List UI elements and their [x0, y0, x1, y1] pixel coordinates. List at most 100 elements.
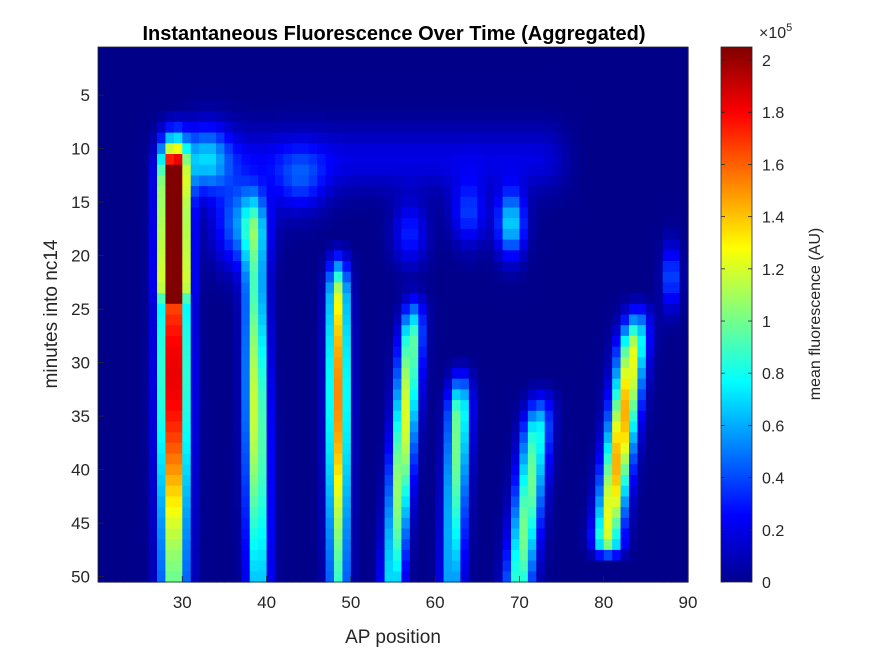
heatmap-cell [468, 100, 478, 112]
heatmap-cell [114, 410, 124, 423]
heatmap-cell [511, 154, 521, 166]
heatmap-cell [384, 196, 394, 209]
heatmap-cell [114, 68, 124, 80]
heatmap-cell [460, 261, 470, 273]
heatmap-cell [519, 357, 529, 369]
heatmap-cell [586, 239, 596, 251]
heatmap-cell [308, 250, 318, 262]
heatmap-cell [131, 121, 141, 134]
heatmap-cell [502, 357, 512, 369]
heatmap-cell [671, 228, 681, 241]
heatmap-cell [123, 47, 133, 59]
heatmap-cell [443, 68, 453, 80]
heatmap-cell [384, 218, 394, 230]
heatmap-cell [426, 453, 436, 465]
heatmap-cell [477, 442, 487, 455]
heatmap-cell [300, 475, 310, 487]
heatmap-cell [435, 389, 445, 401]
heatmap-cell [519, 293, 529, 305]
heatmap-cell [553, 154, 563, 166]
heatmap-cell [283, 196, 293, 209]
heatmap-cell [586, 442, 596, 455]
heatmap-cell [157, 239, 167, 251]
heatmap-cell [131, 303, 141, 316]
heatmap-cell [494, 132, 504, 144]
heatmap-cell [468, 261, 478, 273]
heatmap-cell [477, 186, 487, 198]
heatmap-cell [376, 335, 386, 348]
heatmap-cell [350, 196, 360, 209]
heatmap-cell [232, 132, 242, 144]
heatmap-cell [519, 410, 529, 423]
heatmap-cell [359, 218, 369, 230]
heatmap-cell [140, 303, 150, 316]
heatmap-cell [123, 154, 133, 166]
heatmap-cell [157, 175, 167, 187]
heatmap-cell [544, 400, 554, 412]
heatmap-cell [494, 111, 504, 123]
heatmap-cell [477, 325, 487, 337]
heatmap-cell [106, 400, 116, 412]
heatmap-cell [435, 357, 445, 369]
heatmap-cell [620, 571, 630, 583]
heatmap-cell [232, 47, 242, 59]
heatmap-cell [325, 175, 335, 187]
heatmap-cell [570, 228, 580, 241]
heatmap-cell [216, 432, 226, 444]
heatmap-cell [190, 517, 200, 530]
heatmap-cell [106, 100, 116, 112]
heatmap-cell [317, 271, 327, 283]
heatmap-cell [98, 121, 108, 134]
heatmap-cell [376, 89, 386, 102]
heatmap-cell [409, 442, 419, 455]
heatmap-cell [519, 549, 529, 562]
heatmap-cell [645, 432, 655, 444]
heatmap-cell [342, 389, 352, 401]
heatmap-cell [266, 132, 276, 144]
heatmap-cell [502, 410, 512, 423]
heatmap-cell [342, 68, 352, 80]
heatmap-cell [485, 485, 495, 497]
heatmap-cell [367, 207, 377, 219]
heatmap-cell [409, 218, 419, 230]
heatmap-cell [131, 357, 141, 369]
heatmap-cell [612, 378, 622, 390]
heatmap-cell [679, 517, 689, 530]
heatmap-cell [645, 100, 655, 112]
heatmap-cell [519, 368, 529, 380]
heatmap-cell [612, 100, 622, 112]
heatmap-cell [384, 410, 394, 423]
heatmap-cell [553, 485, 563, 497]
heatmap-cell [662, 549, 672, 562]
heatmap-cell [291, 346, 301, 358]
heatmap-cell [376, 121, 386, 134]
heatmap-cell [645, 143, 655, 155]
heatmap-cell [275, 100, 285, 112]
heatmap-cell [207, 571, 217, 583]
heatmap-cell [232, 89, 242, 102]
heatmap-cell [258, 421, 268, 433]
heatmap-cell [157, 143, 167, 155]
heatmap-cell [460, 143, 470, 155]
heatmap-cell [224, 549, 234, 562]
heatmap-cell [140, 186, 150, 198]
heatmap-cell [662, 196, 672, 209]
heatmap-cell [334, 303, 344, 316]
heatmap-cell [435, 560, 445, 572]
heatmap-cell [258, 357, 268, 369]
heatmap-cell [527, 303, 537, 316]
heatmap-cell [620, 442, 630, 455]
heatmap-cell [173, 261, 183, 273]
heatmap-cell [485, 549, 495, 562]
heatmap-cell [494, 293, 504, 305]
heatmap-cell [637, 121, 647, 134]
heatmap-cell [553, 539, 563, 551]
heatmap-cell [131, 442, 141, 455]
heatmap-cell [131, 250, 141, 262]
heatmap-cell [283, 368, 293, 380]
heatmap-cell [232, 442, 242, 455]
heatmap-cell [629, 507, 639, 519]
heatmap-cell [123, 196, 133, 209]
heatmap-cell [637, 196, 647, 209]
heatmap-cell [342, 154, 352, 166]
